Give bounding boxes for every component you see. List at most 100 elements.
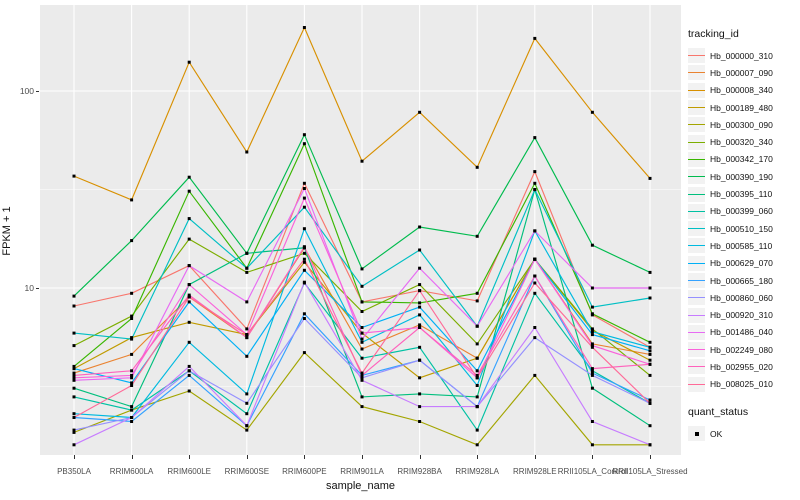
- legend-item: Hb_008025_010: [688, 376, 798, 393]
- x-tick-mark: [74, 455, 75, 459]
- line-swatch-icon: [688, 193, 705, 195]
- line-swatch-icon: [688, 141, 705, 143]
- legend-item: Hb_000007_090: [688, 64, 798, 81]
- data-point: [187, 283, 191, 287]
- data-point: [360, 337, 364, 341]
- data-point: [245, 251, 249, 255]
- data-point: [648, 362, 652, 366]
- data-point: [130, 420, 134, 423]
- data-point: [130, 408, 134, 412]
- data-point: [475, 369, 479, 373]
- data-point: [418, 248, 422, 252]
- x-tick-label: RRIM928LE: [513, 467, 557, 476]
- data-point: [130, 376, 134, 380]
- data-point: [130, 384, 134, 387]
- line-swatch-icon: [688, 107, 705, 109]
- data-point: [418, 301, 422, 305]
- legend-item: Hb_000665_180: [688, 272, 798, 289]
- data-point: [302, 181, 306, 185]
- data-point: [245, 270, 249, 274]
- data-point: [533, 326, 537, 329]
- data-point: [72, 386, 76, 390]
- data-point: [72, 294, 76, 298]
- data-point: [72, 373, 76, 377]
- data-point: [245, 327, 249, 331]
- data-point: [302, 312, 306, 316]
- data-point: [130, 381, 134, 385]
- data-point: [302, 245, 306, 249]
- data-point: [418, 305, 422, 309]
- legend-key: [688, 186, 705, 202]
- legend-item: Hb_000510_150: [688, 220, 798, 237]
- data-point: [245, 428, 249, 432]
- x-tick-mark: [592, 455, 594, 459]
- x-tick-label: RRII105LA_Stressed: [612, 467, 688, 476]
- legend-key: [688, 100, 705, 116]
- data-point: [360, 395, 364, 399]
- legend-label: Hb_000920_310: [710, 310, 773, 321]
- data-point: [302, 133, 306, 137]
- data-point: [590, 286, 594, 290]
- x-tick-label: RRII105LA_Control: [557, 467, 628, 476]
- line-swatch-icon: [688, 124, 705, 126]
- legend-item: Hb_000390_190: [688, 168, 798, 185]
- legend-item: Hb_000395_110: [688, 185, 798, 202]
- data-point: [648, 349, 652, 353]
- data-point: [418, 266, 422, 270]
- data-point: [648, 270, 652, 274]
- data-point: [475, 428, 479, 432]
- data-point: [302, 227, 306, 231]
- data-point: [590, 386, 594, 390]
- data-point: [187, 175, 191, 179]
- x-tick-mark: [419, 455, 421, 459]
- data-point: [72, 331, 76, 335]
- data-point: [130, 239, 134, 243]
- data-point: [360, 347, 364, 351]
- legend-item: Hb_000585_110: [688, 237, 798, 254]
- legend: tracking_id Hb_000000_310 Hb_000007_090 Hb…: [688, 28, 798, 442]
- data-point: [590, 369, 594, 373]
- data-point: [533, 229, 537, 233]
- data-point: [533, 274, 537, 278]
- line-swatch-icon: [688, 176, 705, 178]
- data-point: [590, 373, 594, 377]
- data-point: [360, 376, 364, 380]
- legend-item: Hb_000189_480: [688, 99, 798, 116]
- legend-label: Hb_000585_110: [710, 240, 773, 251]
- x-tick-label: RRIM600PE: [282, 467, 327, 476]
- line-swatch-icon: [688, 55, 705, 57]
- line-swatch-icon: [688, 383, 705, 385]
- legend-key: [688, 151, 705, 167]
- x-tick-label: RRIM600LA: [109, 467, 154, 476]
- data-point: [130, 317, 134, 320]
- data-point: [360, 331, 364, 335]
- data-point: [590, 371, 594, 375]
- data-point: [533, 136, 537, 140]
- data-point: [475, 291, 479, 295]
- data-point: [418, 345, 422, 349]
- x-tick-mark: [131, 455, 133, 459]
- data-point: [187, 369, 191, 373]
- y-tick-mark: [36, 91, 39, 92]
- legend-item: Hb_000300_090: [688, 116, 798, 133]
- x-tick-label: RRIM928LA: [455, 467, 499, 476]
- data-point: [533, 336, 537, 340]
- data-point: [648, 373, 652, 377]
- legend-key: [688, 342, 705, 358]
- data-point: [475, 373, 479, 377]
- data-point: [187, 237, 191, 241]
- line-swatch-icon: [688, 280, 705, 281]
- legend-key: [688, 221, 705, 237]
- x-tick-mark: [246, 455, 248, 459]
- legend-label: Hb_000860_060: [710, 292, 773, 303]
- legend-label: Hb_000665_180: [710, 275, 773, 286]
- legend-key: [688, 376, 705, 392]
- data-point: [648, 358, 652, 362]
- data-point: [590, 367, 594, 371]
- legend-label: Hb_000320_340: [710, 137, 773, 148]
- data-point: [360, 356, 364, 360]
- data-point: [418, 110, 422, 114]
- data-point: [475, 405, 479, 409]
- legend-label: Hb_000629_070: [710, 258, 773, 269]
